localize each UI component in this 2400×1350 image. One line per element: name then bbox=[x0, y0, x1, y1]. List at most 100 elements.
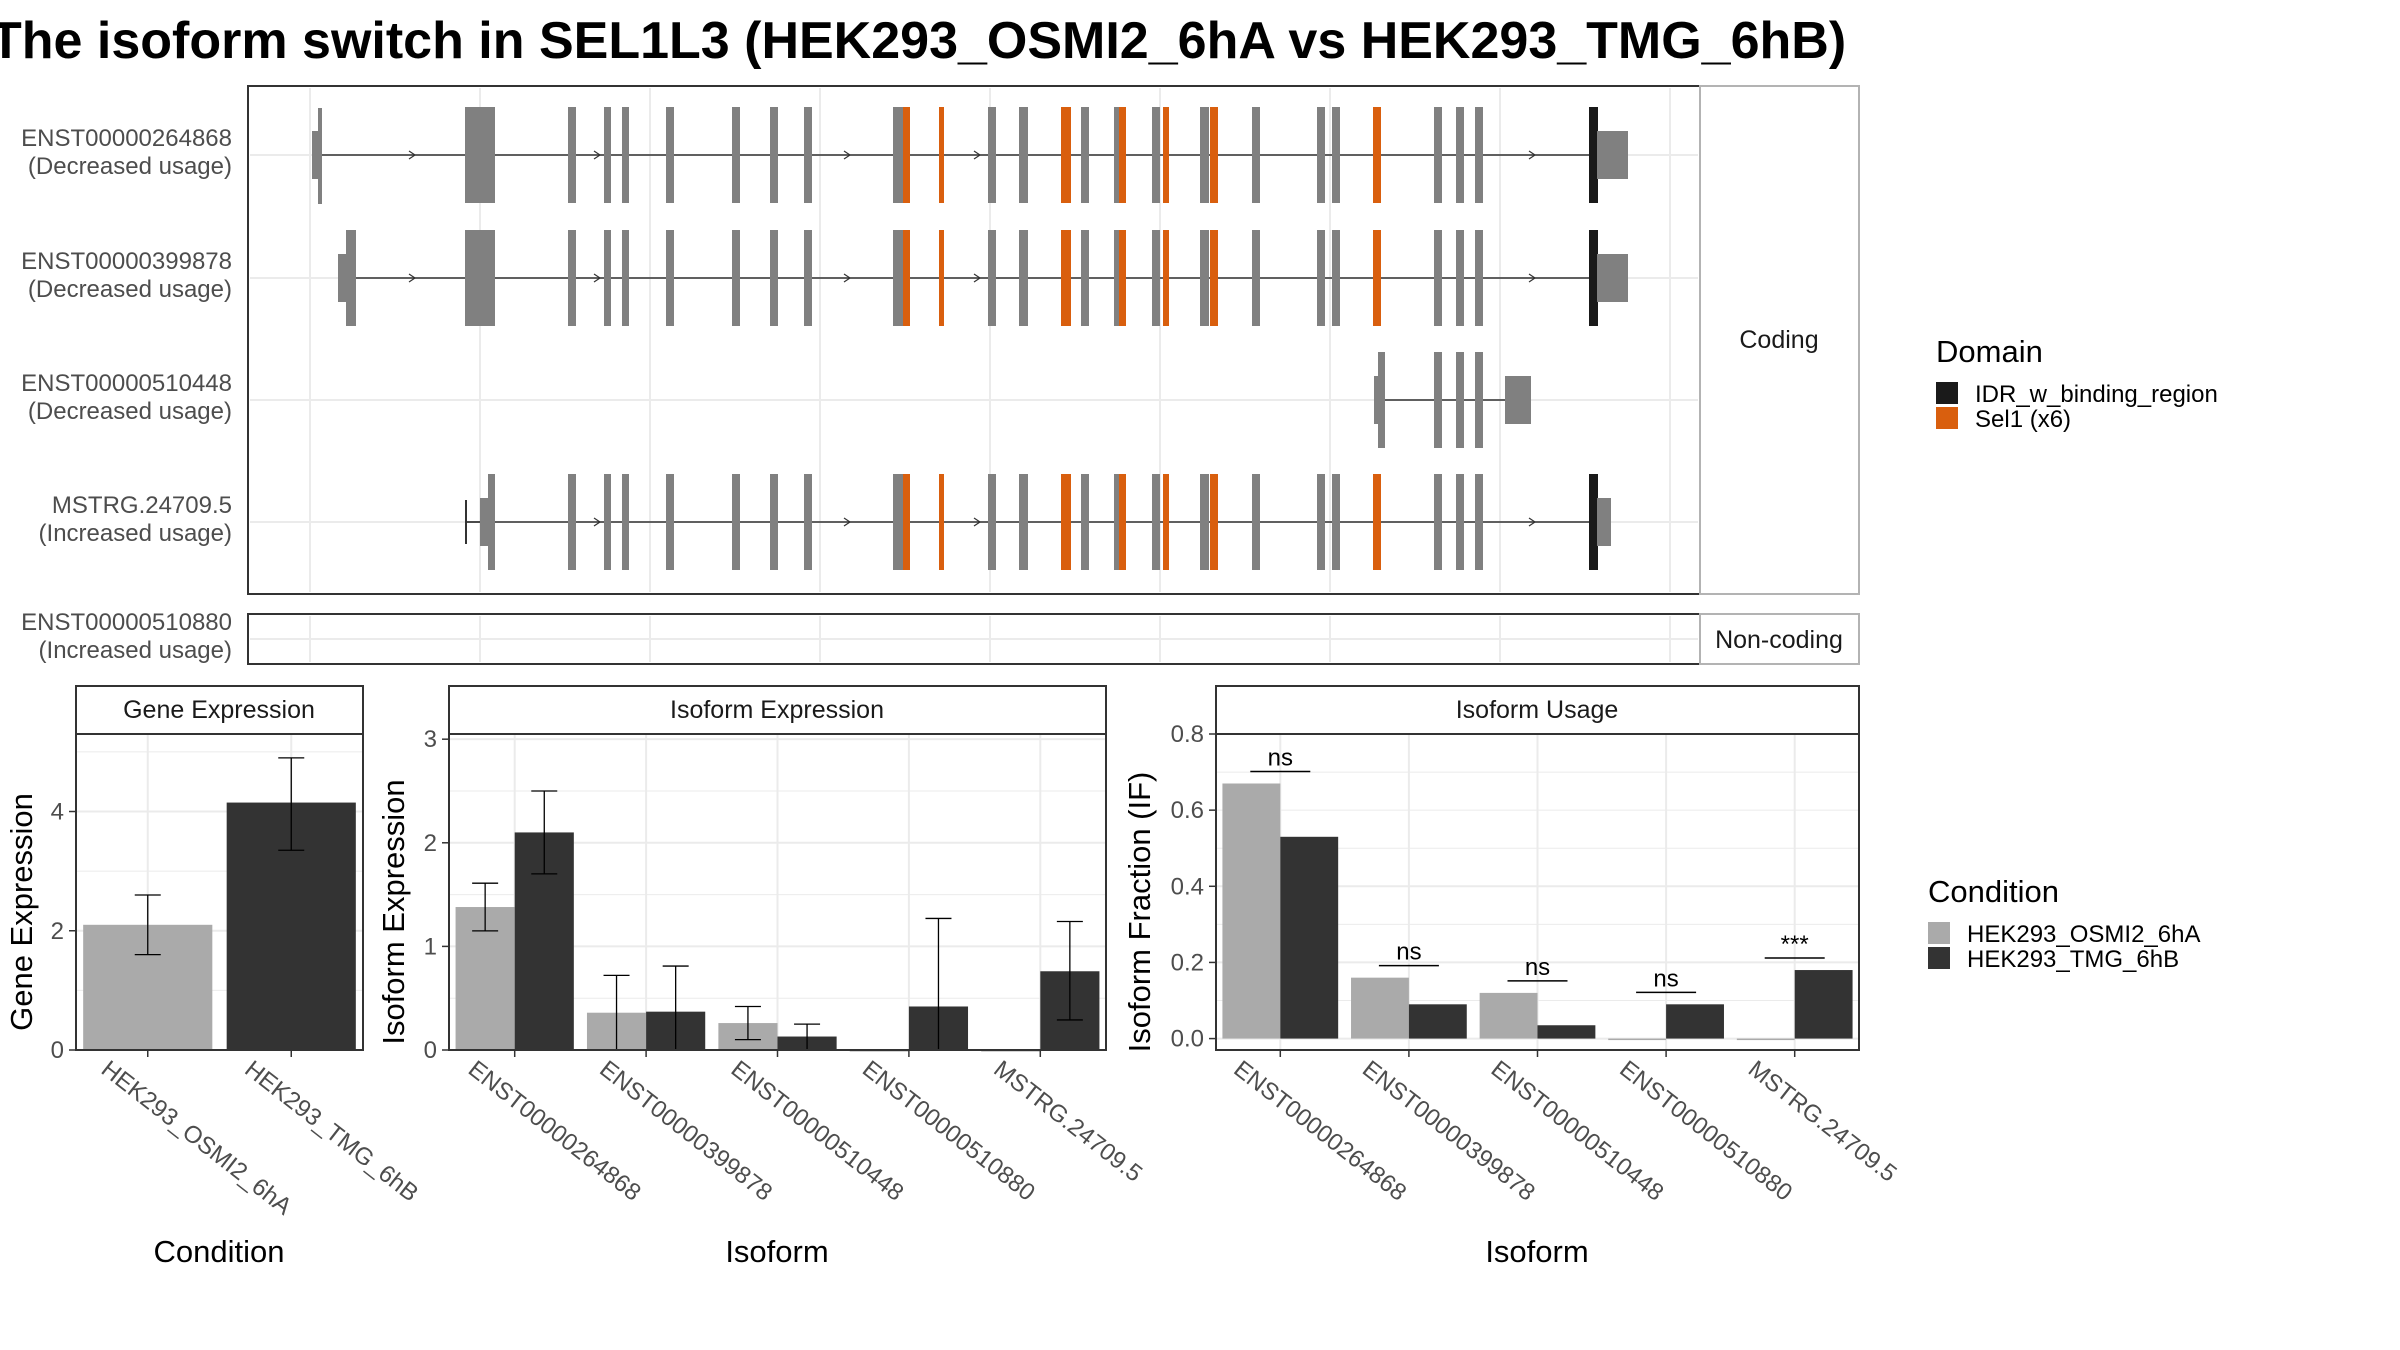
exon bbox=[893, 474, 903, 570]
domain-sel1 bbox=[1163, 107, 1169, 203]
domain-sel1 bbox=[1210, 107, 1218, 203]
exon bbox=[1200, 230, 1209, 326]
exon bbox=[732, 230, 740, 326]
exon bbox=[1475, 230, 1483, 326]
domain-sel1 bbox=[1210, 230, 1218, 326]
isoform-expression-strip bbox=[448, 685, 1107, 735]
gene-expression-strip bbox=[75, 685, 364, 735]
utr-5prime bbox=[480, 498, 490, 546]
strand-arrow bbox=[843, 150, 852, 160]
domain-sel1 bbox=[903, 474, 910, 570]
exon bbox=[988, 474, 996, 570]
strand-arrow bbox=[843, 517, 852, 527]
plot-frame bbox=[448, 733, 1107, 1051]
exon bbox=[1475, 474, 1483, 570]
isoform-track bbox=[338, 230, 1628, 326]
legend-label-sel1: Sel1 (x6) bbox=[1975, 406, 2071, 433]
domain-sel1 bbox=[1373, 474, 1381, 570]
domain-sel1 bbox=[1373, 107, 1381, 203]
exon bbox=[988, 107, 996, 203]
strand-arrow bbox=[593, 150, 602, 160]
exon bbox=[893, 107, 903, 203]
domain-sel1 bbox=[1163, 474, 1169, 570]
isoform-track bbox=[312, 107, 1628, 204]
exon bbox=[1252, 474, 1260, 570]
exon bbox=[666, 474, 674, 570]
exon bbox=[893, 230, 903, 326]
exon bbox=[604, 230, 611, 326]
domain-sel1 bbox=[1061, 474, 1071, 570]
isoform-label-id: ENST00000510880 bbox=[21, 609, 232, 636]
exon bbox=[770, 230, 778, 326]
utr-3prime bbox=[1597, 131, 1628, 179]
y-tick-label: 1 bbox=[424, 933, 437, 960]
domain-idr bbox=[1589, 230, 1598, 326]
exon bbox=[1434, 107, 1442, 203]
isoform-label-usage: (Increased usage) bbox=[39, 637, 232, 664]
exon bbox=[622, 474, 629, 570]
exon bbox=[1332, 230, 1340, 326]
plot-frame bbox=[1215, 733, 1860, 1051]
strand-arrow bbox=[408, 150, 417, 160]
isoform-usage-ylabel: Isoform Fraction (IF) bbox=[1122, 772, 1157, 1053]
exon bbox=[1434, 230, 1442, 326]
isoform-label-id: ENST00000399878 bbox=[21, 248, 232, 275]
exon bbox=[1434, 474, 1442, 570]
exon bbox=[1200, 107, 1209, 203]
exon bbox=[1378, 352, 1385, 448]
utr-5prime bbox=[1374, 376, 1380, 424]
strand-arrow bbox=[973, 517, 982, 527]
exon bbox=[804, 230, 812, 326]
exon bbox=[804, 107, 812, 203]
exon bbox=[804, 474, 812, 570]
bar bbox=[1794, 970, 1853, 1039]
domain-sel1 bbox=[1163, 230, 1169, 326]
gene-expression-ylabel: Gene Expression bbox=[4, 793, 39, 1031]
y-tick-label: 0.0 bbox=[1171, 1026, 1204, 1053]
gene-expression-xlabel: Condition bbox=[154, 1234, 285, 1269]
gene-expression-title: Gene Expression bbox=[123, 696, 315, 724]
domain-sel1 bbox=[903, 230, 910, 326]
isoform-label-id: ENST00000510448 bbox=[21, 370, 232, 397]
noncoding-strip bbox=[1699, 613, 1860, 665]
coding-strip-label: Coding bbox=[1739, 326, 1818, 354]
exon bbox=[1114, 230, 1122, 326]
exon bbox=[1081, 474, 1089, 570]
isoform-track bbox=[1374, 352, 1531, 448]
exon bbox=[732, 107, 740, 203]
domain-sel1 bbox=[1119, 107, 1126, 203]
exon bbox=[1252, 107, 1260, 203]
legend-swatch-cond-b bbox=[1928, 947, 1950, 969]
exon bbox=[318, 108, 322, 204]
exon bbox=[465, 230, 495, 326]
isoform-expression-xlabel: Isoform bbox=[725, 1234, 828, 1269]
significance-label: *** bbox=[1781, 931, 1809, 958]
exon bbox=[1475, 107, 1483, 203]
structure-panel: Coding Non-coding ENST00000264868(Decrea… bbox=[21, 85, 1860, 665]
exon bbox=[465, 107, 495, 203]
plot-frame bbox=[75, 733, 364, 1051]
exon bbox=[568, 474, 576, 570]
strand-arrow bbox=[593, 517, 602, 527]
exon bbox=[622, 107, 629, 203]
condition-legend: Condition HEK293_OSMI2_6hA HEK293_TMG_6h… bbox=[1928, 874, 2200, 973]
exon bbox=[1317, 230, 1325, 326]
legend-swatch-idr bbox=[1936, 382, 1958, 404]
strand-arrow bbox=[1528, 273, 1537, 283]
y-tick-label: 2 bbox=[51, 918, 64, 945]
y-tick-label: 4 bbox=[51, 799, 64, 826]
exon bbox=[666, 107, 674, 203]
domain-idr bbox=[1589, 107, 1598, 203]
y-tick-label: 0.4 bbox=[1171, 873, 1204, 900]
legend-label-cond-b: HEK293_TMG_6hB bbox=[1967, 946, 2179, 973]
exon bbox=[568, 107, 576, 203]
isoform-usage-strip bbox=[1215, 685, 1860, 735]
exon bbox=[1114, 474, 1122, 570]
y-tick-label: 0.2 bbox=[1171, 949, 1204, 976]
bar bbox=[1479, 992, 1538, 1039]
y-tick-label: 0.6 bbox=[1171, 797, 1204, 824]
strand-arrow bbox=[593, 273, 602, 283]
utr-3prime bbox=[1505, 376, 1531, 424]
figure-title: The isoform switch in SEL1L3 (HEK293_OSM… bbox=[0, 12, 1846, 70]
